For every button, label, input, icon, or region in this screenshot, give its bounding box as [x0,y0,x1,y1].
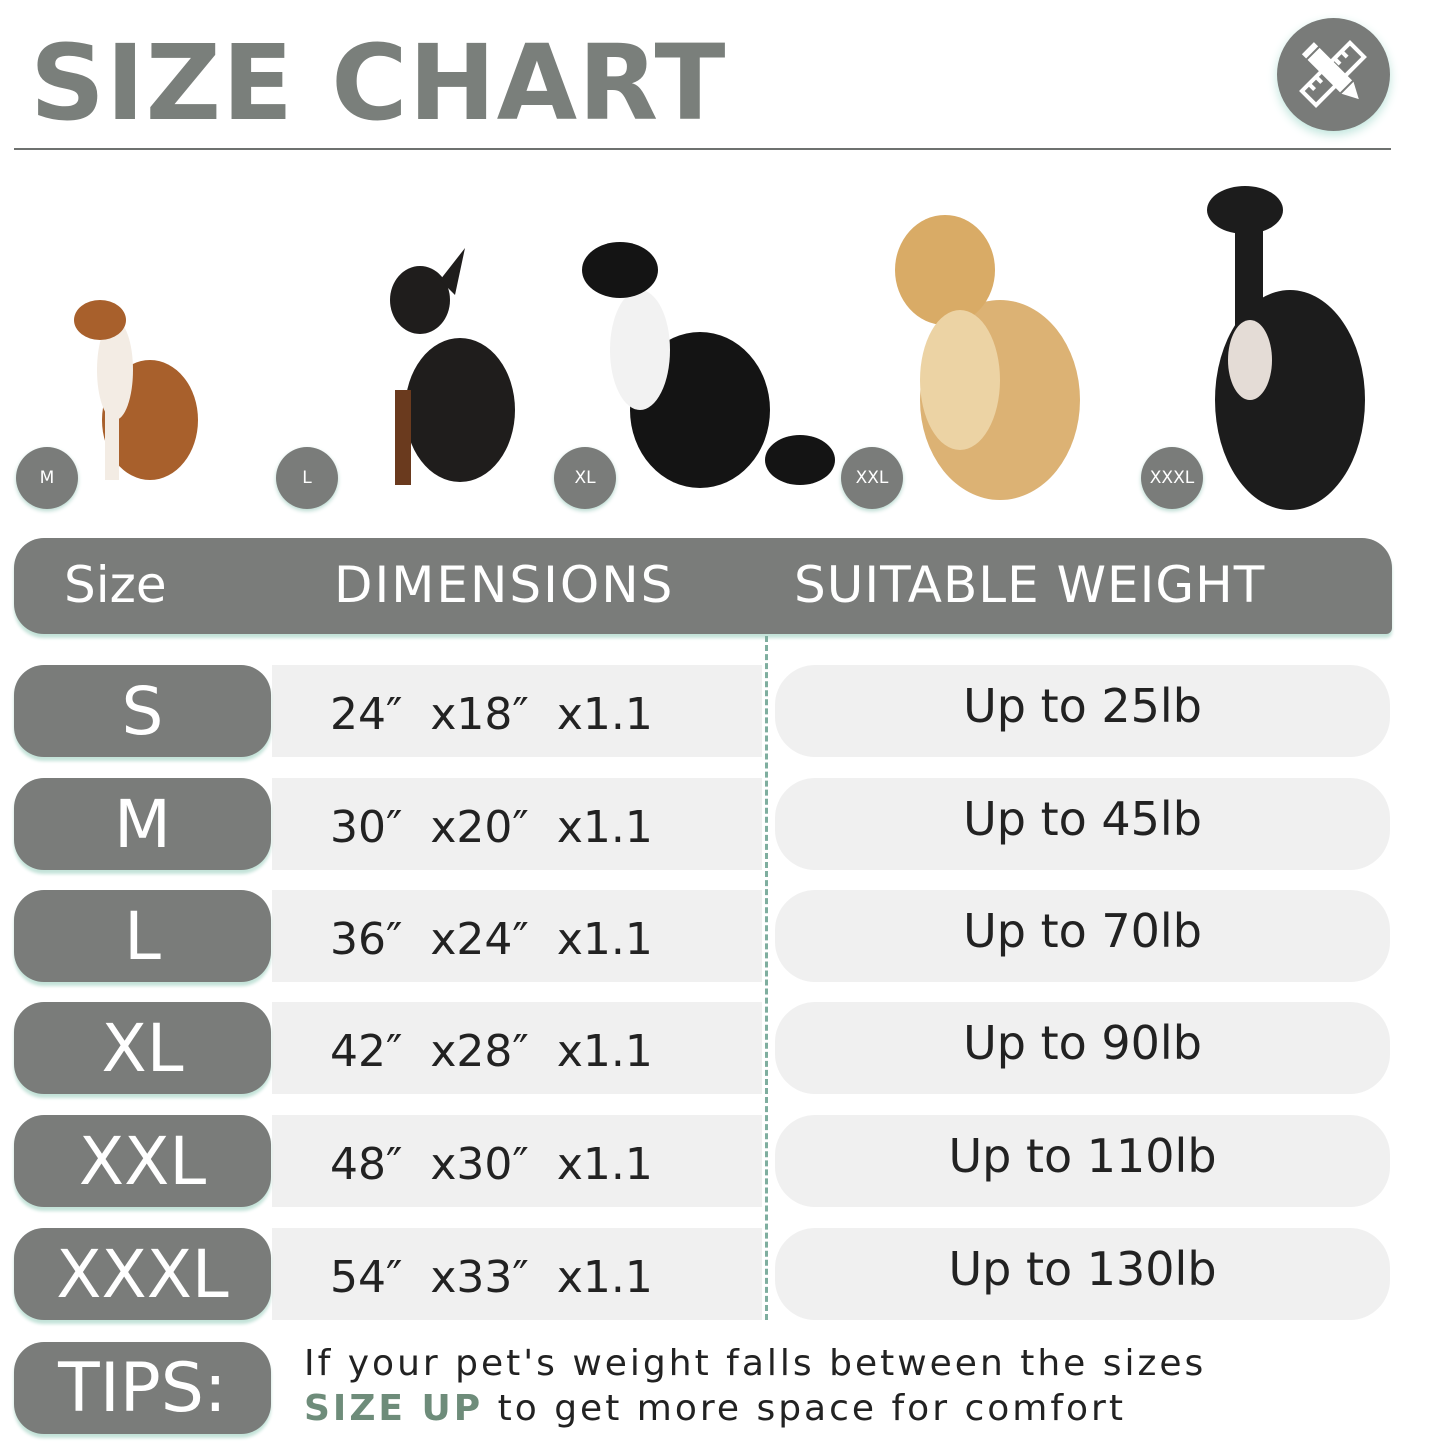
badge-xxl: XXL [841,447,903,509]
table-header: Size DIMENSIONS SUITABLE WEIGHT [14,538,1392,634]
weight-cell [775,1002,1390,1094]
ruler-pencil-icon [1277,18,1390,131]
badge-l: L [276,447,338,509]
dimensions-cell [272,665,762,757]
weight-cell [775,1115,1390,1207]
size-pill: L [14,890,271,982]
weight-cell [775,1228,1390,1320]
dimensions-cell [272,1115,762,1207]
column-divider [765,636,768,1320]
weight-value: Up to 70lb [963,904,1202,958]
badge-m: M [16,447,78,509]
tips-line-1: If your pet's weight falls between the s… [304,1343,1207,1384]
dimensions-cell [272,778,762,870]
header-dimensions: DIMENSIONS [334,556,675,614]
header-size: Size [64,556,167,614]
dimensions-value: 24″ x18″ x1.1 [330,689,653,740]
dog-l-image [390,248,515,485]
page-title: SIZE CHART [30,22,727,144]
size-pill: XL [14,1002,271,1094]
weight-value: Up to 25lb [963,679,1202,733]
title-divider [14,148,1391,150]
dimensions-cell [272,890,762,982]
weight-value: Up to 110lb [948,1129,1217,1183]
weight-value: Up to 90lb [963,1016,1202,1070]
dimensions-value: 54″ x33″ x1.1 [330,1252,653,1303]
dimensions-value: 30″ x20″ x1.1 [330,802,653,853]
weight-value: Up to 45lb [963,792,1202,846]
dog-xxl-image [895,215,1080,500]
weight-cell [775,778,1390,870]
dimensions-cell [272,1228,762,1320]
badge-xxxl: XXXL [1141,447,1203,509]
dog-xl-image [582,242,835,488]
header-weight: SUITABLE WEIGHT [794,556,1266,614]
dimensions-value: 42″ x28″ x1.1 [330,1026,653,1077]
dimensions-value: 48″ x30″ x1.1 [330,1139,653,1190]
size-pill: XXXL [14,1228,271,1320]
dimensions-cell [272,1002,762,1094]
dogs-illustration [74,186,1365,510]
weight-cell [775,890,1390,982]
weight-cell [775,665,1390,757]
dog-xxxl-image [1207,186,1365,510]
tips-label: TIPS: [14,1342,271,1434]
badge-xl: XL [554,447,616,509]
tips-highlight: SIZE UP [304,1388,484,1429]
size-pill: S [14,665,271,757]
tips-line-2-text: to get more space for comfort [483,1388,1126,1429]
size-pill: M [14,778,271,870]
dog-m-image [74,300,198,480]
size-pill: XXL [14,1115,271,1207]
tips-line-2: SIZE UP to get more space for comfort [304,1388,1126,1429]
weight-value: Up to 130lb [948,1242,1217,1296]
dimensions-value: 36″ x24″ x1.1 [330,914,653,965]
